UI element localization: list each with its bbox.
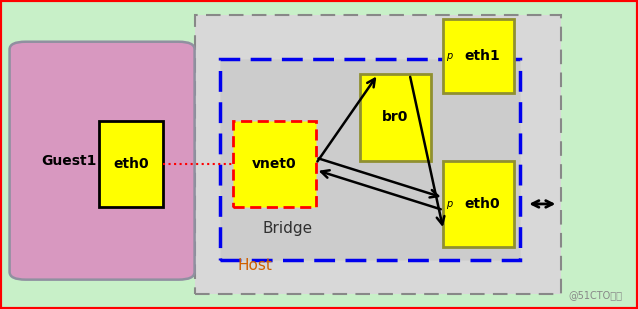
Text: p: p xyxy=(446,51,452,61)
FancyBboxPatch shape xyxy=(195,15,561,294)
Text: p: p xyxy=(446,199,452,209)
Text: @51CTO博客: @51CTO博客 xyxy=(568,290,622,300)
Text: eth0: eth0 xyxy=(464,197,500,211)
Text: Bridge: Bridge xyxy=(262,221,312,236)
Text: br0: br0 xyxy=(382,110,409,125)
FancyBboxPatch shape xyxy=(443,161,514,247)
Text: eth0: eth0 xyxy=(113,157,149,171)
FancyBboxPatch shape xyxy=(233,121,316,207)
FancyBboxPatch shape xyxy=(443,19,514,93)
FancyBboxPatch shape xyxy=(360,74,431,161)
FancyBboxPatch shape xyxy=(10,42,195,280)
FancyBboxPatch shape xyxy=(220,59,520,260)
FancyBboxPatch shape xyxy=(99,121,163,207)
Text: eth1: eth1 xyxy=(464,49,500,63)
Text: Guest1: Guest1 xyxy=(41,154,97,168)
Text: Host: Host xyxy=(238,258,272,273)
Text: vnet0: vnet0 xyxy=(252,157,297,171)
